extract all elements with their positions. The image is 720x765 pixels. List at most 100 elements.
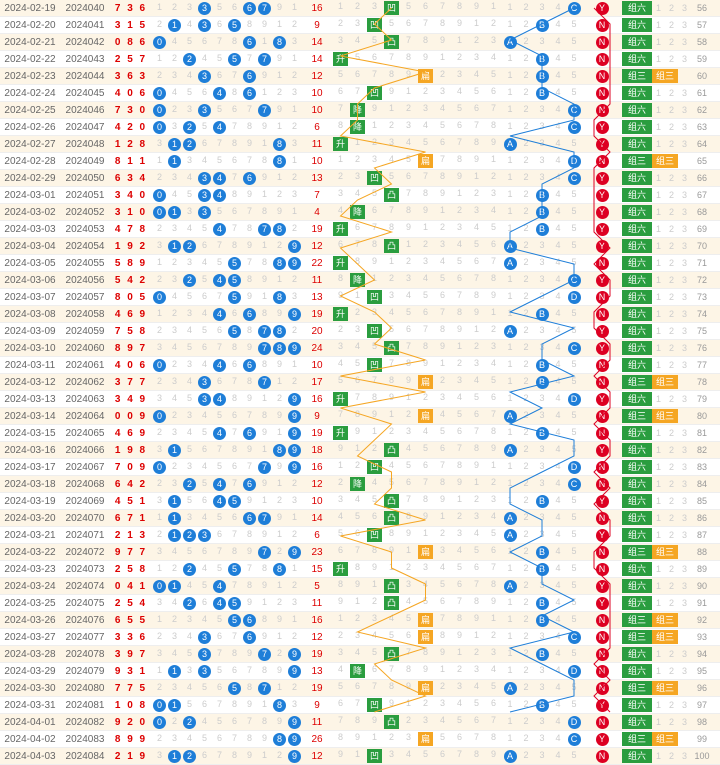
digit-ball: 7 [258, 104, 271, 117]
digit-cell: 9 [242, 393, 257, 406]
abc-cell: B [534, 648, 550, 661]
trend-cell: 4 [485, 358, 502, 372]
digit-ball: 2 [183, 716, 196, 729]
trend-cell: 4 [400, 749, 417, 763]
ext-cell: 1 [652, 649, 665, 659]
trend-cell: 8 [468, 749, 485, 763]
trend-cell: 升 [332, 256, 349, 270]
digit-cell: 4 [212, 223, 227, 236]
abc-cell: 1 [502, 699, 518, 712]
trend-cell: 1 [383, 256, 400, 270]
trend-cell: 6 [434, 137, 451, 151]
ext-area: 组三 [652, 409, 692, 423]
digit-cell: 5 [197, 325, 212, 338]
trend-area: 78912扁4567 [332, 409, 502, 423]
digit-cell: 6 [227, 716, 242, 729]
digit-ball: 2 [183, 274, 196, 287]
trend-cell: 9 [468, 613, 485, 627]
digit-cell: 7 [227, 376, 242, 389]
yn-area: Y [582, 529, 622, 542]
abc-cell: 3 [534, 512, 550, 525]
abc-cell: 4 [550, 240, 566, 253]
digit-cell: 6 [197, 597, 212, 610]
trend-cell: 5 [383, 477, 400, 491]
date-cell: 2024-03-11 [0, 360, 60, 371]
trend-cell: 2 [451, 205, 468, 219]
trend-cell: 8 [417, 647, 434, 661]
abc-cell: 1 [502, 597, 518, 610]
numbers-cell: 8 9 9 [110, 734, 152, 745]
trend-cell: 9 [485, 596, 502, 610]
abc-cell: 5 [566, 512, 582, 525]
digit-cell: 5 [227, 563, 242, 576]
date-cell: 2024-03-31 [0, 700, 60, 711]
abc-cell: 5 [566, 87, 582, 100]
ext-area: 123 [652, 343, 692, 353]
digit-cell: 3 [287, 189, 302, 202]
ext-cell: 2 [665, 326, 678, 336]
ext-cell: 3 [678, 360, 691, 370]
digit-cell: 8 [272, 36, 287, 49]
group-tag: 组三 [622, 375, 652, 389]
yn-area: N [582, 70, 622, 83]
trend-cell: 9 [485, 137, 502, 151]
trend-cell: 6 [366, 205, 383, 219]
trend-area: 912凸456789 [332, 443, 502, 457]
trend-cell: 3 [434, 545, 451, 559]
trend-cell: 6 [468, 103, 485, 117]
trend-cell: 3 [383, 137, 400, 151]
trend-tag: 扁 [418, 630, 433, 644]
digit-cell: 7 [257, 2, 272, 15]
abc-cell: 4 [550, 308, 566, 321]
digit-ball: 0 [153, 206, 166, 219]
abc-cell: 5 [566, 410, 582, 423]
issue-cell: 2024048 [60, 139, 110, 150]
sum-cell: 10 [302, 88, 332, 99]
numbers-cell: 2 5 8 [110, 564, 152, 575]
index-cell: 73 [692, 292, 712, 302]
abc-cell: A [502, 138, 518, 151]
abc-area: 1234D [502, 716, 582, 729]
digit-cell: 1 [257, 750, 272, 763]
trend-cell: 升 [332, 137, 349, 151]
trend-cell: 8 [400, 358, 417, 372]
digit-cell: 3 [287, 36, 302, 49]
trend-cell: 9 [366, 103, 383, 117]
digit-cell: 6 [212, 19, 227, 32]
digit-cell: 7 [257, 104, 272, 117]
trend-cell: 2 [366, 443, 383, 457]
digit-cell: 4 [212, 172, 227, 185]
abc-cell: 3 [534, 36, 550, 49]
trend-cell: 8 [451, 1, 468, 15]
ext-cell: 2 [665, 445, 678, 455]
digit-cell: 3 [197, 2, 212, 15]
digit-ball: 6 [243, 172, 256, 185]
ext-cell: 2 [665, 292, 678, 302]
index-cell: 82 [692, 445, 712, 455]
digit-cell: 1 [167, 512, 182, 525]
abc-cell: 4 [550, 393, 566, 406]
digit-cell: 3 [152, 546, 167, 559]
abc-area: A2345 [502, 512, 582, 525]
abc-cell: 4 [550, 563, 566, 576]
abc-ball: C [568, 631, 581, 644]
trend-cell: 7 [366, 681, 383, 695]
abc-cell: 2 [518, 393, 534, 406]
trend-cell: 降 [349, 103, 366, 117]
trend-cell: 降 [349, 273, 366, 287]
sum-cell: 13 [302, 292, 332, 303]
abc-cell: 2 [518, 376, 534, 389]
digit-grid: 0233567791 [152, 104, 302, 117]
digit-cell: 8 [227, 648, 242, 661]
trend-cell: 2 [468, 188, 485, 202]
digit-cell: 1 [167, 580, 182, 593]
abc-cell: 4 [550, 478, 566, 491]
ext-cell: 1 [652, 173, 665, 183]
digit-cell: 4 [212, 495, 227, 508]
digit-cell: 5 [197, 580, 212, 593]
issue-cell: 2024073 [60, 564, 110, 575]
digit-cell: 7 [212, 648, 227, 661]
abc-area: 12B45 [502, 546, 582, 559]
digit-cell: 2 [167, 410, 182, 423]
trend-cell: 凹 [366, 358, 383, 372]
